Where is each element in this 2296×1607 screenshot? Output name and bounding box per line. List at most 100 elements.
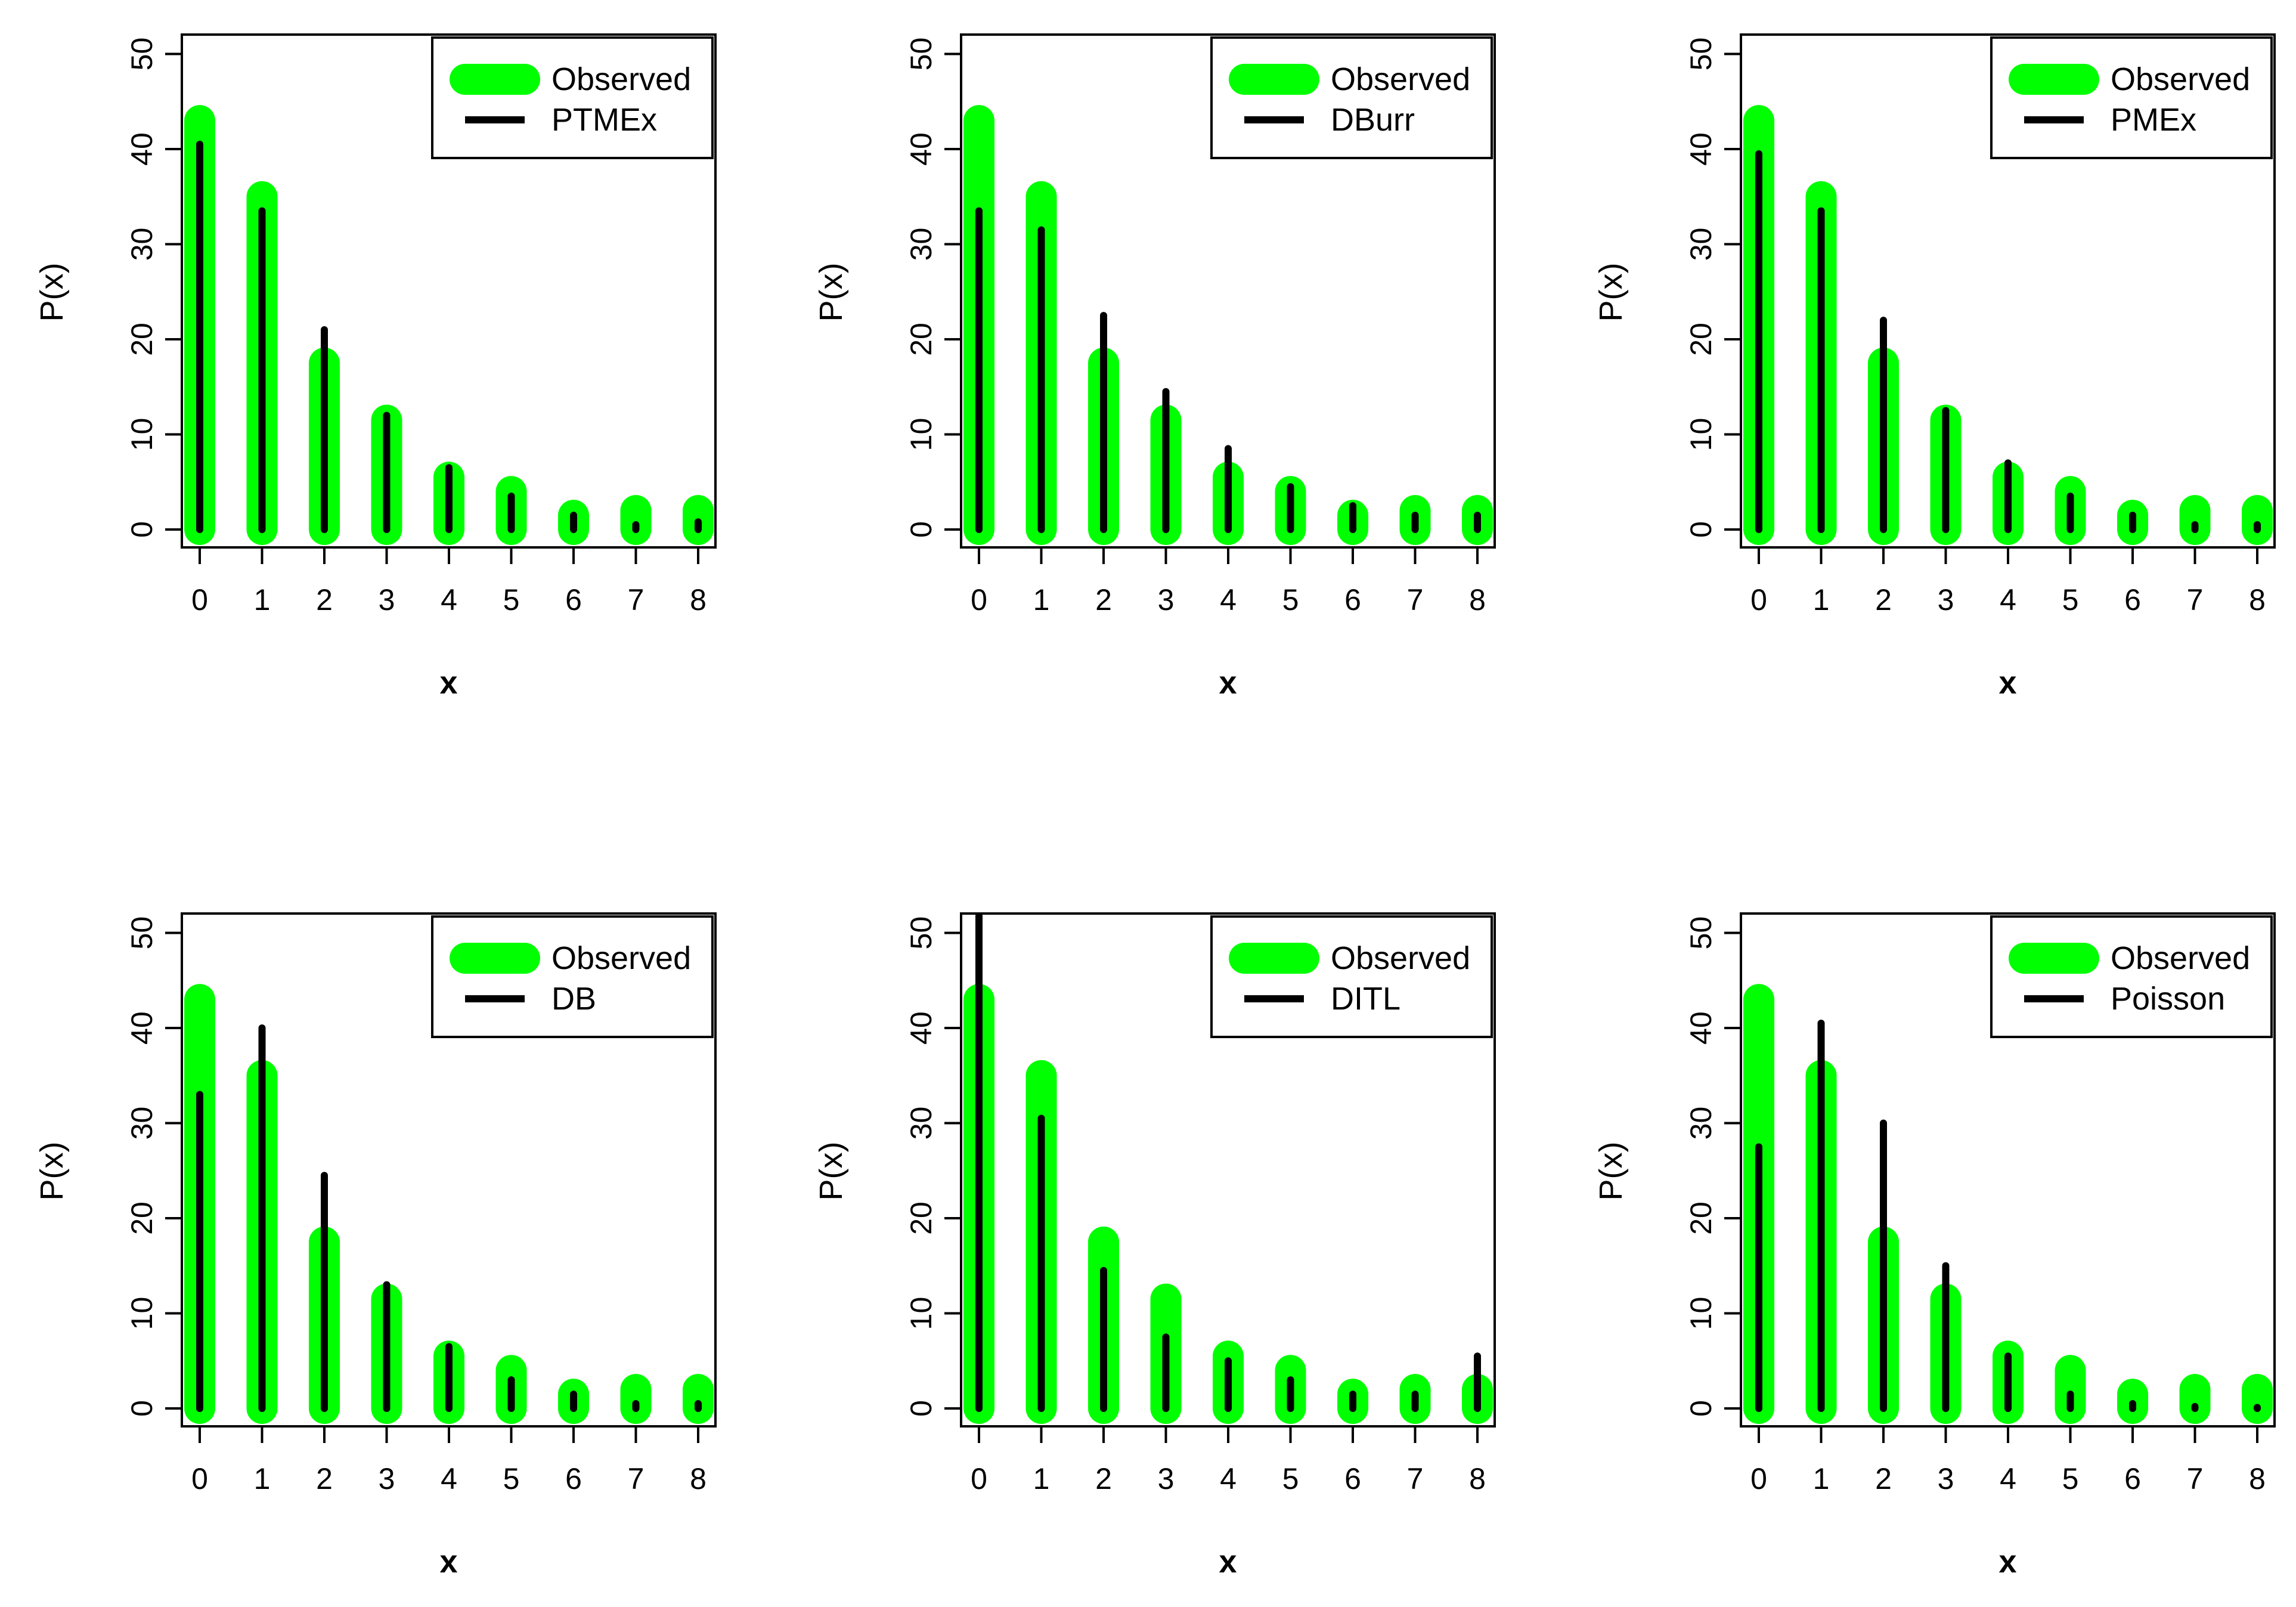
y-tick-label: 30 — [904, 1107, 938, 1140]
x-tick-label: 6 — [2124, 1462, 2141, 1495]
x-tick-label: 0 — [191, 583, 208, 617]
legend: Observed PTMEx — [431, 36, 714, 159]
y-tick-label: 0 — [1684, 1400, 1718, 1417]
x-axis-label: x — [1219, 1544, 1237, 1580]
chart-panel-2: 0 10 20 30 40 50 0 1 2 3 4 5 6 7 8 x P(x) Observed DBurr — [813, 33, 1496, 701]
legend-frame — [1210, 915, 1493, 1038]
y-tick-label: 20 — [1684, 323, 1718, 356]
x-tick-label: 3 — [1938, 583, 1954, 617]
y-tick-label: 30 — [1684, 1107, 1718, 1140]
x-tick-label: 0 — [971, 1462, 987, 1495]
legend: Observed Poisson — [1990, 915, 2273, 1038]
legend-label-fitted: DBurr — [1331, 102, 1415, 138]
x-tick-label: 1 — [1813, 583, 1830, 617]
y-tick-label: 40 — [1684, 132, 1718, 166]
y-tick-label: 10 — [1684, 1297, 1718, 1330]
x-tick-label: 6 — [2124, 583, 2141, 617]
chart-panel-6: 0 10 20 30 40 50 0 1 2 3 4 5 6 7 8 x P(x) Observed Poisson — [1593, 912, 2276, 1580]
x-tick-label: 5 — [2062, 583, 2079, 617]
y-tick-label: 50 — [125, 38, 159, 71]
y-tick-label: 30 — [904, 228, 938, 261]
y-tick-label: 50 — [904, 38, 938, 71]
x-tick-label: 8 — [1469, 1462, 1486, 1495]
x-tick-label: 4 — [2000, 583, 2016, 617]
x-tick-label: 6 — [565, 583, 582, 617]
x-tick-label: 2 — [1875, 583, 1892, 617]
x-axis-label: x — [439, 1544, 457, 1580]
x-tick-label: 7 — [1407, 1462, 1424, 1495]
chart-panel-1: 0 10 20 30 40 50 0 1 2 3 4 5 6 7 8 x P(x) Observed PTMEx — [34, 33, 717, 701]
y-axis-label: P(x) — [813, 1142, 849, 1201]
y-tick-label: 50 — [1684, 916, 1718, 950]
x-tick-label: 7 — [2187, 583, 2204, 617]
y-tick-label: 0 — [125, 521, 159, 538]
y-tick-label: 30 — [125, 228, 159, 261]
legend-frame — [1990, 915, 2273, 1038]
y-tick-label: 20 — [125, 323, 159, 356]
y-tick-label: 50 — [1684, 38, 1718, 71]
x-tick-label: 0 — [971, 583, 987, 617]
x-tick-label: 2 — [1875, 1462, 1892, 1495]
x-tick-label: 6 — [1344, 1462, 1361, 1495]
x-tick-label: 0 — [1750, 1462, 1767, 1495]
y-tick-label: 40 — [1684, 1011, 1718, 1045]
x-tick-label: 3 — [379, 583, 395, 617]
y-tick-label: 10 — [125, 1297, 159, 1330]
legend-label-observed: Observed — [1331, 940, 1470, 976]
y-axis-label: P(x) — [1593, 1142, 1629, 1201]
x-tick-label: 7 — [628, 583, 645, 617]
x-axis-label: x — [1219, 665, 1237, 701]
x-tick-label: 1 — [254, 583, 271, 617]
legend-frame — [1210, 36, 1493, 159]
y-tick-label: 0 — [904, 521, 938, 538]
x-tick-label: 5 — [503, 1462, 520, 1495]
y-tick-label: 10 — [125, 418, 159, 451]
x-tick-label: 5 — [503, 583, 520, 617]
y-tick-label: 40 — [904, 132, 938, 166]
legend: Observed DBurr — [1210, 36, 1493, 159]
x-tick-label: 2 — [316, 1462, 333, 1495]
legend-frame — [1990, 36, 2273, 159]
x-tick-label: 4 — [441, 583, 457, 617]
x-tick-label: 4 — [2000, 1462, 2016, 1495]
x-tick-label: 8 — [1469, 583, 1486, 617]
y-tick-label: 30 — [1684, 228, 1718, 261]
x-tick-label: 3 — [1158, 1462, 1175, 1495]
chart-panel-3: 0 10 20 30 40 50 0 1 2 3 4 5 6 7 8 x P(x) Observed PMEx — [1593, 33, 2276, 701]
y-tick-label: 40 — [125, 132, 159, 166]
x-tick-label: 2 — [1095, 1462, 1112, 1495]
legend-label-fitted: PMEx — [2111, 102, 2196, 138]
y-axis-label: P(x) — [34, 1142, 70, 1201]
legend: Observed PMEx — [1990, 36, 2273, 159]
x-axis-label: x — [1998, 1544, 2016, 1580]
x-axis-label: x — [439, 665, 457, 701]
x-tick-label: 0 — [191, 1462, 208, 1495]
legend-label-observed: Observed — [551, 61, 691, 97]
x-tick-label: 1 — [1813, 1462, 1830, 1495]
y-tick-label: 50 — [904, 916, 938, 950]
legend-label-fitted: DITL — [1331, 981, 1400, 1017]
x-tick-label: 1 — [1033, 1462, 1050, 1495]
legend: Observed DITL — [1210, 915, 1493, 1038]
x-tick-label: 4 — [1220, 583, 1237, 617]
x-tick-label: 7 — [628, 1462, 645, 1495]
x-tick-label: 3 — [379, 1462, 395, 1495]
x-tick-label: 4 — [441, 1462, 457, 1495]
legend-label-observed: Observed — [551, 940, 691, 976]
x-tick-label: 4 — [1220, 1462, 1237, 1495]
y-tick-label: 20 — [904, 323, 938, 356]
x-tick-label: 1 — [254, 1462, 271, 1495]
x-tick-label: 1 — [1033, 583, 1050, 617]
x-tick-label: 2 — [316, 583, 333, 617]
legend: Observed DB — [431, 915, 714, 1038]
x-tick-label: 6 — [565, 1462, 582, 1495]
y-tick-label: 0 — [904, 1400, 938, 1417]
legend-frame — [431, 36, 714, 159]
legend-label-observed: Observed — [1331, 61, 1470, 97]
y-tick-label: 20 — [125, 1202, 159, 1235]
y-tick-label: 20 — [904, 1202, 938, 1235]
x-tick-label: 7 — [2187, 1462, 2204, 1495]
legend-label-observed: Observed — [2111, 61, 2250, 97]
